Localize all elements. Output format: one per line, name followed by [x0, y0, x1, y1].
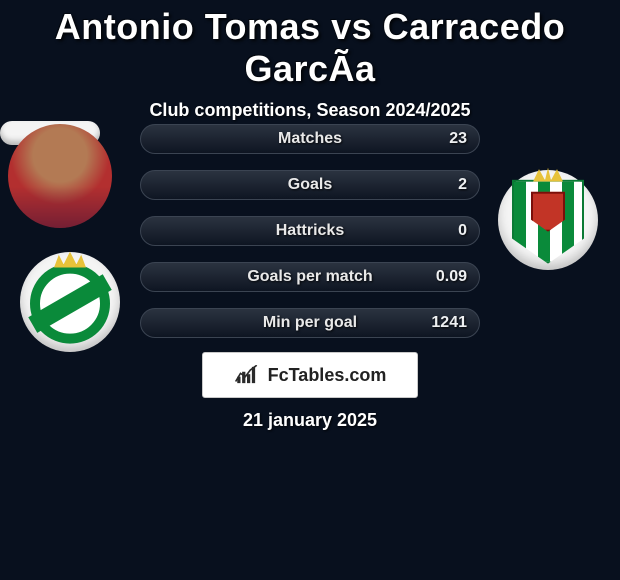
- stat-row: Min per goal 1241: [140, 308, 480, 338]
- stat-label: Goals per match: [247, 268, 372, 286]
- stat-value-right: 0.09: [436, 268, 467, 286]
- stat-label: Goals: [288, 176, 332, 194]
- stat-row: Matches 23: [140, 124, 480, 154]
- subtitle: Club competitions, Season 2024/2025: [0, 100, 620, 121]
- stat-label: Min per goal: [263, 314, 357, 332]
- comparison-card: Antonio Tomas vs Carracedo GarcÃ­a Club …: [0, 0, 620, 580]
- stat-value-right: 0: [458, 222, 467, 240]
- stat-row: Hattricks 0: [140, 216, 480, 246]
- stat-value-right: 1241: [431, 314, 467, 332]
- brand-text: FcTables.com: [268, 365, 387, 386]
- stat-row: Goals per match 0.09: [140, 262, 480, 292]
- cordoba-crest-icon: [512, 180, 584, 264]
- club-left-badge: [20, 252, 120, 352]
- stat-value-right: 23: [449, 130, 467, 148]
- player-left-photo: [8, 124, 112, 228]
- date-text: 21 january 2025: [0, 410, 620, 431]
- stat-value-right: 2: [458, 176, 467, 194]
- fctables-watermark: FcTables.com: [202, 352, 418, 398]
- stat-label: Matches: [278, 130, 342, 148]
- club-right-badge: [498, 170, 598, 270]
- stats-list: Matches 23 Goals 2 Hattricks 0 Goals per match…: [140, 124, 480, 354]
- racing-crest-icon: [30, 264, 110, 344]
- page-title: Antonio Tomas vs Carracedo GarcÃ­a: [0, 6, 620, 90]
- stat-label: Hattricks: [276, 222, 344, 240]
- stat-row: Goals 2: [140, 170, 480, 200]
- bar-chart-icon: [234, 365, 260, 385]
